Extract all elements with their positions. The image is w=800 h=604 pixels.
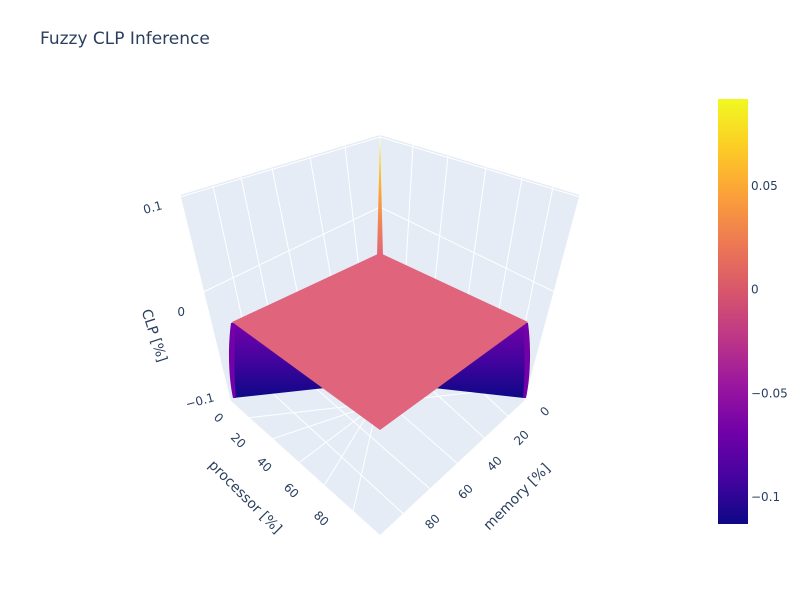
z-tick-label: −0.1 bbox=[184, 390, 216, 411]
x-axis-title: processor [%] bbox=[205, 457, 285, 537]
surface-plane bbox=[232, 253, 528, 430]
surface-spike bbox=[377, 137, 383, 256]
colorbar bbox=[718, 99, 748, 524]
y-tick-label: 80 bbox=[422, 511, 443, 532]
x-tick-label: 60 bbox=[281, 480, 302, 501]
colorbar-tick-label: 0 bbox=[751, 283, 759, 297]
colorbar-tick-label: −0.05 bbox=[751, 386, 788, 400]
colorbar-tick-label: 0.05 bbox=[751, 179, 778, 193]
surface-curl-left bbox=[228, 323, 236, 398]
y-tick-label: 0 bbox=[537, 404, 552, 419]
scene-wall-right bbox=[380, 135, 580, 400]
z-axis-title: CLP [%] bbox=[138, 307, 170, 364]
x-tick-label: 20 bbox=[228, 430, 249, 451]
z-tick-label: 0 bbox=[177, 305, 185, 319]
y-tick-label: 40 bbox=[484, 453, 505, 474]
y-tick-label: 60 bbox=[455, 481, 476, 502]
x-tick-label: 0 bbox=[211, 410, 226, 425]
colorbar-tick-label: −0.1 bbox=[751, 490, 780, 504]
z-tick-label: 0.1 bbox=[142, 198, 164, 216]
y-tick-label: 20 bbox=[511, 427, 532, 448]
x-tick-label: 80 bbox=[311, 508, 332, 529]
chart-title: Fuzzy CLP Inference bbox=[40, 29, 210, 49]
surface-curl-right bbox=[523, 323, 531, 398]
x-tick-label: 40 bbox=[254, 454, 275, 475]
colorbar-ticks: 0.05 0 −0.05 −0.1 bbox=[751, 179, 788, 504]
